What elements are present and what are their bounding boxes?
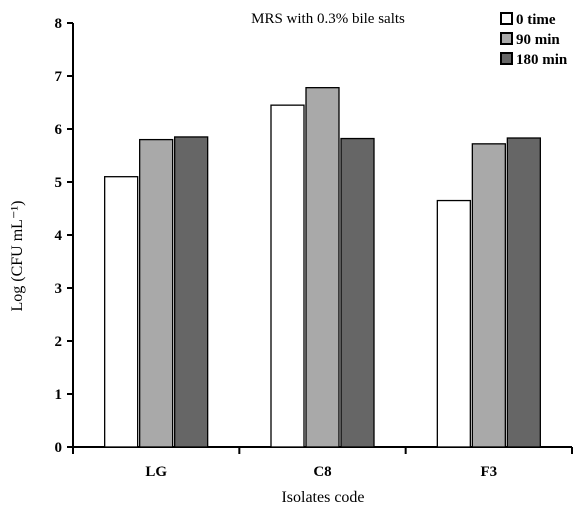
bar [139, 138, 174, 448]
legend-swatch [500, 12, 513, 25]
legend-swatch [500, 52, 513, 65]
bar [340, 137, 375, 448]
bar [506, 137, 541, 448]
bar [305, 87, 340, 448]
y-tick-label: 0 [55, 440, 63, 456]
y-tick-label: 3 [55, 281, 63, 297]
y-tick-label: 2 [55, 334, 63, 350]
y-tick-label: 1 [55, 387, 63, 403]
x-tick-label: C8 [313, 464, 331, 480]
legend-label: 180 min [516, 52, 568, 68]
legend: 0 time 90 min 180 min [500, 12, 568, 68]
bar [436, 199, 471, 448]
y-axis: 0 1 2 3 4 5 6 7 8 [55, 16, 74, 456]
x-tick-label: F3 [480, 464, 497, 480]
y-tick-label: 8 [55, 16, 63, 32]
y-tick-label: 7 [55, 69, 63, 85]
bars-group [104, 87, 541, 448]
y-tick-label: 4 [55, 228, 63, 244]
bar [270, 104, 305, 448]
x-axis: LG C8 F3 [72, 446, 573, 480]
bar [104, 176, 139, 448]
legend-label: 90 min [516, 32, 560, 48]
bar [174, 136, 209, 448]
x-tick-label: LG [145, 464, 167, 480]
y-tick-label: 5 [55, 175, 63, 191]
chart-title: MRS with 0.3% bile salts [251, 11, 405, 27]
bar [471, 143, 506, 448]
y-tick-label: 6 [55, 122, 63, 138]
legend-label: 0 time [516, 12, 556, 28]
x-axis-title: Isolates code [281, 489, 364, 506]
y-axis-title: Log (CFU mL⁻¹) [9, 200, 26, 311]
legend-swatch [500, 32, 513, 45]
